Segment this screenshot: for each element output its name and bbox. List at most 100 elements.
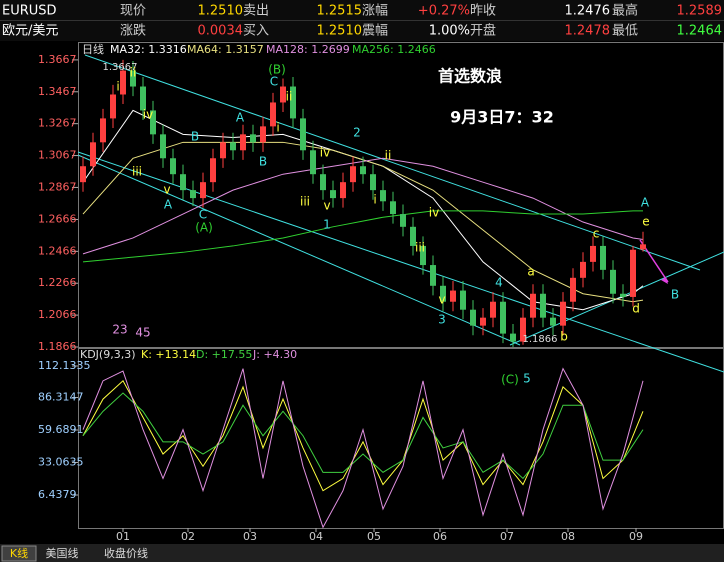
tab[interactable]: 收盘价线 [104, 546, 148, 560]
wave-label: C [270, 75, 278, 89]
candle-body [270, 102, 276, 127]
header-cell: 卖出 [243, 4, 269, 19]
x-tick-label: 05 [367, 530, 381, 543]
tab-active[interactable] [1, 545, 37, 562]
header-cell: 1.2515 [317, 4, 363, 19]
wave-label: 4 [495, 276, 503, 290]
legend-entry: K: +13.14 [141, 348, 196, 361]
candle-body [480, 317, 486, 326]
wave-label: a [527, 265, 534, 279]
wave-label: iv [429, 206, 439, 220]
candle-body [520, 317, 526, 342]
x-tick-label: 08 [561, 530, 575, 543]
candle-body [290, 86, 296, 119]
x-tick-label: 06 [433, 530, 447, 543]
wave-label: ii [385, 149, 392, 163]
wave-label: 3 [438, 313, 446, 327]
x-tick-label: 07 [500, 530, 514, 543]
wave-label: ii [130, 66, 137, 80]
header-cell: 最低 [612, 24, 638, 39]
arrow-head [661, 277, 668, 284]
header-cell: 1.00% [429, 24, 470, 39]
candle-body [140, 86, 146, 111]
wave-label: 5 [523, 372, 531, 386]
tab-bar [0, 544, 724, 562]
chart-subtitle: 9月3日7：32 [450, 108, 554, 127]
x-tick-label: 03 [243, 530, 257, 543]
line-series [82, 141, 644, 303]
candle-body [640, 244, 646, 250]
header-cell: 1.2478 [565, 24, 611, 39]
candle-body [600, 245, 606, 270]
candle-body [420, 245, 426, 266]
header-cell: 0.0034 [198, 24, 244, 39]
candle-body [90, 142, 96, 167]
tab[interactable]: 美国线 [46, 546, 79, 560]
header-cell: 震幅 [362, 24, 388, 39]
wave-label: (B) [268, 63, 286, 77]
y-tick-label: 1.2867 [38, 180, 77, 193]
header-cell: 买入 [243, 24, 269, 39]
wave-label: C [199, 208, 207, 222]
chart-title: 首选数浪 [438, 67, 502, 86]
panel-title: KDJ(9,3,3) [80, 348, 136, 361]
candle-body [210, 158, 216, 183]
candle-body [460, 290, 466, 310]
wave-label: 1.1866 [523, 334, 558, 345]
line-series [82, 392, 644, 480]
candle-body [180, 174, 186, 191]
candle-body [190, 190, 196, 199]
header-cell: 欧元/美元 [2, 24, 58, 39]
candle-body [450, 290, 456, 302]
x-tick-label: 04 [309, 530, 323, 543]
y-tick-label: 1.3467 [38, 85, 77, 98]
wave-label: B [671, 288, 679, 302]
tab[interactable]: K线 [10, 546, 28, 560]
candle-body [610, 269, 616, 294]
candle-body [100, 118, 106, 143]
candle-body [360, 166, 366, 175]
header-cell: 昨收 [470, 4, 496, 19]
wave-label: 1.3667 [103, 62, 138, 73]
header-cell: 最高 [612, 3, 638, 19]
wave-label: 45 [135, 326, 150, 340]
candle-body [490, 301, 496, 318]
candle-body [120, 70, 126, 95]
candle-body [230, 142, 236, 151]
legend-entry: MA64: 1.3157 [187, 43, 264, 56]
header-cell: 1.2476 [565, 4, 611, 19]
header-cell: 涨幅 [362, 4, 388, 19]
candle-body [530, 293, 536, 318]
y-tick-label: 1.2466 [38, 244, 77, 257]
candle-body [380, 190, 386, 202]
wave-label: iv [143, 108, 153, 122]
candle-body [590, 245, 596, 262]
header-cell: 现价 [120, 4, 146, 19]
candle-body [410, 226, 416, 246]
candle-body [470, 309, 476, 326]
trend-line [84, 54, 701, 271]
y-tick-label: 1.2066 [38, 308, 77, 321]
wave-label: c [593, 227, 600, 241]
candle-body [170, 158, 176, 175]
wave-label: 1 [323, 218, 331, 232]
candle-body [110, 94, 116, 119]
candle-body [330, 190, 336, 199]
y-tick-label: 6.4379 [38, 488, 77, 501]
legend-entry: J: +4.30 [252, 348, 297, 361]
candle-body [220, 142, 226, 159]
header-cell: 开盘 [470, 23, 496, 39]
candle-body [80, 166, 86, 183]
candle-body [370, 174, 376, 191]
x-tick-label: 01 [116, 530, 130, 543]
wave-label: iii [415, 241, 425, 255]
trend-line [77, 154, 521, 346]
candle-body [580, 261, 586, 278]
candle-body [570, 277, 576, 302]
legend-entry: D: +17.55 [196, 348, 252, 361]
y-tick-label: 59.6891 [38, 423, 84, 436]
y-tick-label: 33.0635 [38, 456, 84, 469]
legend-entry: MA128: 1.2699 [266, 43, 350, 56]
candle-body [340, 182, 346, 199]
